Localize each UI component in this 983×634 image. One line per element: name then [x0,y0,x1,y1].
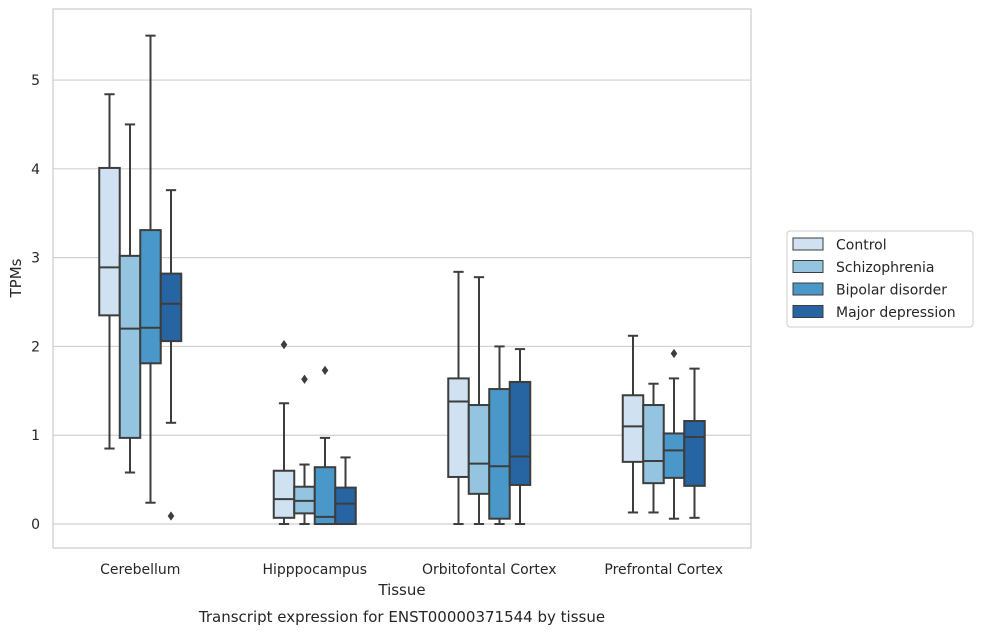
box-iqr [683,420,706,487]
box-iqr [139,229,162,365]
x-tick-label: Orbitofontal Cortex [422,562,557,578]
box-prefrontal-cortex [621,334,645,514]
box-hipppocampus [334,456,357,526]
outlier-point [301,374,308,384]
box-iqr [118,254,142,439]
legend-label: Bipolar disorder [836,283,947,299]
x-tick-labels: Cerebellum Hipppocampus Orbitofontal Corte… [100,562,723,578]
legend-item-major-depression: Major depression [792,305,956,321]
legend-label: Schizophrenia [836,260,934,276]
legend-items: Control Schizophrenia Bipolar disorder Majo… [792,237,956,321]
outlier-point [321,365,329,376]
box-iqr [642,404,665,485]
legend-item-control: Control [792,237,887,254]
y-tick-label: 1 [31,428,40,444]
legend-label: Major depression [836,305,956,321]
box-iqr [98,166,121,317]
legend: Control Schizophrenia Bipolar disorder Majo… [786,230,974,328]
box-iqr [467,404,491,495]
legend-swatch [792,282,824,296]
box-iqr [508,380,532,486]
box-iqr [488,388,511,520]
box-prefrontal-cortex [683,367,706,519]
box-cerebellum [159,189,183,521]
legend-item-bipolar-disorder: Bipolar disorder [792,282,947,299]
y-tick-label: 0 [31,517,40,533]
box-iqr [662,432,686,479]
outlier-point [280,340,288,350]
legend-frame [786,230,974,328]
box-iqr [621,394,645,463]
legend-label: Control [836,238,887,254]
box-orbitofontal-cortex [508,348,532,526]
y-tick-label: 3 [31,251,40,267]
series-major-depression [159,189,706,526]
box-iqr [334,486,357,526]
legend-swatch [792,305,824,318]
legend-swatch [792,237,824,251]
chart-caption: Transcript expression for ENST0000037154… [198,608,605,626]
x-tick-label: Prefrontal Cortex [604,562,723,578]
y-tick-label: 4 [31,162,40,178]
box-iqr [313,466,337,526]
box-series [98,34,706,526]
x-tick-label: Hipppocampus [262,562,367,578]
y-axis-label: TPMs [7,258,25,298]
outlier-point [167,511,175,521]
x-tick-label: Cerebellum [100,562,180,578]
y-tick-label: 5 [31,73,40,89]
box-iqr [447,377,470,478]
box-cerebellum [98,93,121,450]
series-bipolar-disorder [139,34,686,526]
y-tick-label: 2 [31,339,40,355]
y-tick-labels: 0 1 2 3 4 5 [31,73,40,533]
box-iqr [159,272,183,343]
x-axis-label: Tissue [377,581,425,599]
box-orbitofontal-cortex [467,276,491,526]
legend-item-schizophrenia: Schizophrenia [792,260,934,276]
box-iqr [272,469,296,519]
outlier-point [670,348,678,359]
series-schizophrenia [118,123,665,526]
legend-swatch [792,260,824,273]
